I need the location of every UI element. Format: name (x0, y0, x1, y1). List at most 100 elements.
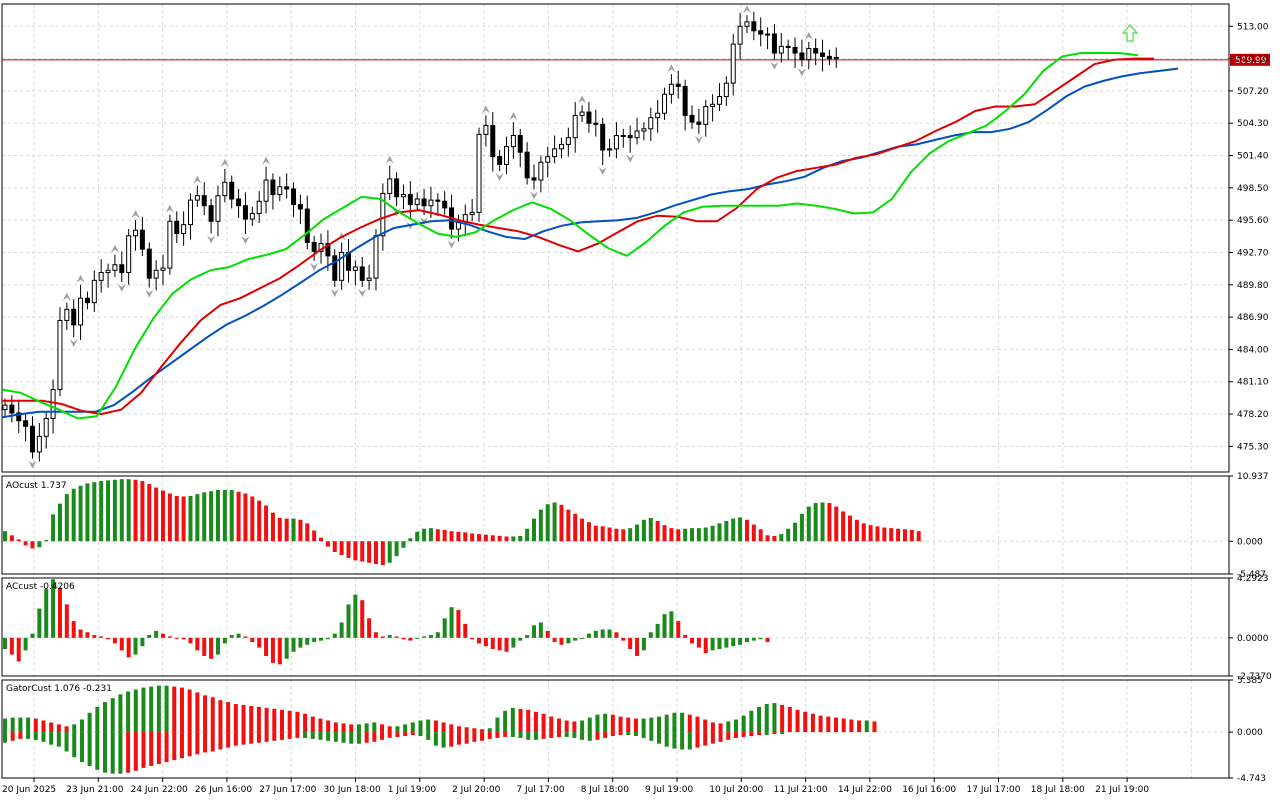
gator-lower-bar (10, 732, 15, 741)
ao-bar (552, 502, 557, 542)
gator-lower-bar (256, 732, 261, 743)
ac-bar (751, 637, 756, 641)
ac-bar (738, 637, 743, 645)
gator-lower-bar (503, 732, 508, 737)
x-tick-label: 26 Jun 16:00 (195, 785, 252, 795)
gator-upper-bar (418, 720, 423, 733)
ao-indicator-panel[interactable] (3, 479, 921, 566)
gator-upper-bar (295, 711, 300, 733)
gator-lower-bar (295, 732, 300, 738)
panel-border-main (1, 3, 1230, 473)
candle-up (607, 148, 613, 151)
ac-bar (147, 635, 152, 638)
gator-upper-bar (556, 718, 561, 733)
ac-bar (648, 632, 653, 638)
y-tick-label: -5.487 (1237, 570, 1266, 580)
ao-bar (683, 528, 688, 542)
y-tick-label: 510.10 (1237, 55, 1269, 65)
candle-down (799, 52, 805, 61)
gator-upper-bar (641, 718, 646, 733)
gator-upper-bar (256, 706, 261, 733)
ac-bar (9, 637, 14, 655)
ao-bar (772, 535, 777, 542)
ac-bar (188, 637, 193, 644)
ac-bar (367, 618, 372, 638)
gator-lower-bar (103, 732, 108, 773)
gator-upper-bar (749, 710, 754, 733)
fractal-down-marker (770, 61, 779, 70)
candle-up (105, 269, 111, 274)
ac-bar (676, 621, 681, 638)
candle-down (201, 195, 207, 207)
fractal-down-marker (69, 339, 78, 348)
gator-indicator-panel[interactable] (3, 685, 877, 774)
gator-upper-bar (633, 718, 638, 733)
gator-lower-bar (349, 732, 354, 744)
ac-bar (456, 609, 461, 638)
main-price-panel[interactable]: 509.99 (1, 5, 1270, 469)
panels-layer (1, 3, 1230, 779)
gator-upper-bar (810, 713, 815, 733)
fractal-down-marker (626, 154, 635, 163)
gator-upper-bar (526, 709, 531, 733)
ao-bar (51, 514, 56, 542)
y-tick-label: 478.20 (1237, 410, 1269, 420)
ao-bar (635, 524, 640, 542)
gator-upper-bar (410, 722, 415, 733)
candle-down (174, 220, 180, 235)
ac-bar (140, 637, 145, 647)
ao-bar (154, 487, 159, 542)
candle-down (490, 124, 496, 158)
gator-lower-bar (710, 732, 715, 744)
candle-up (387, 178, 393, 194)
ac-bar (133, 637, 138, 655)
ao-bar (813, 503, 818, 542)
ao-bar (909, 529, 914, 542)
gator-upper-bar (10, 717, 15, 733)
gator-upper-bar (541, 713, 546, 733)
gator-upper-bar (464, 727, 469, 733)
candle-down (311, 241, 317, 252)
ao-bar (841, 511, 846, 542)
candle-up (277, 186, 283, 196)
ac-bar (202, 637, 207, 656)
gator-lower-bar (433, 732, 438, 746)
gator-upper-bar (626, 717, 631, 733)
candle-up (730, 43, 736, 84)
gator-upper-bar (441, 722, 446, 733)
gator-upper-bar (403, 724, 408, 733)
ac-bar (401, 637, 406, 640)
gator-upper-bar (149, 686, 154, 733)
gator-lower-bar (726, 732, 731, 740)
candle-down (236, 198, 242, 207)
candle-up (778, 45, 784, 54)
candle-up (181, 224, 187, 235)
x-tick-label: 1 Jul 19:00 (388, 785, 437, 795)
gator-lower-bar (326, 732, 331, 741)
ac-bar (312, 637, 317, 643)
ac-indicator-panel[interactable] (3, 579, 770, 665)
candle-down (119, 264, 125, 274)
gator-lower-bar (749, 732, 754, 736)
gator-lower-bar (587, 732, 592, 741)
ac-bar (243, 636, 248, 638)
candle-up (36, 435, 42, 453)
candle-up (744, 21, 750, 27)
gator-upper-bar (18, 717, 23, 733)
gator-lower-bar (172, 732, 177, 761)
gator-upper-bar (695, 716, 700, 733)
gator-upper-bar (672, 712, 677, 733)
gator-lower-bar (164, 732, 169, 763)
ao-bar (298, 519, 303, 542)
ac-bar (669, 611, 674, 638)
gator-upper-bar (310, 716, 315, 733)
candle-up (187, 199, 193, 226)
fractal-up-marker (667, 64, 676, 73)
gator-lower-bar (603, 732, 608, 738)
ao-bar (161, 490, 166, 542)
ao-bar (380, 541, 385, 566)
gator-upper-bar (226, 702, 231, 733)
gator-upper-bar (757, 706, 762, 733)
